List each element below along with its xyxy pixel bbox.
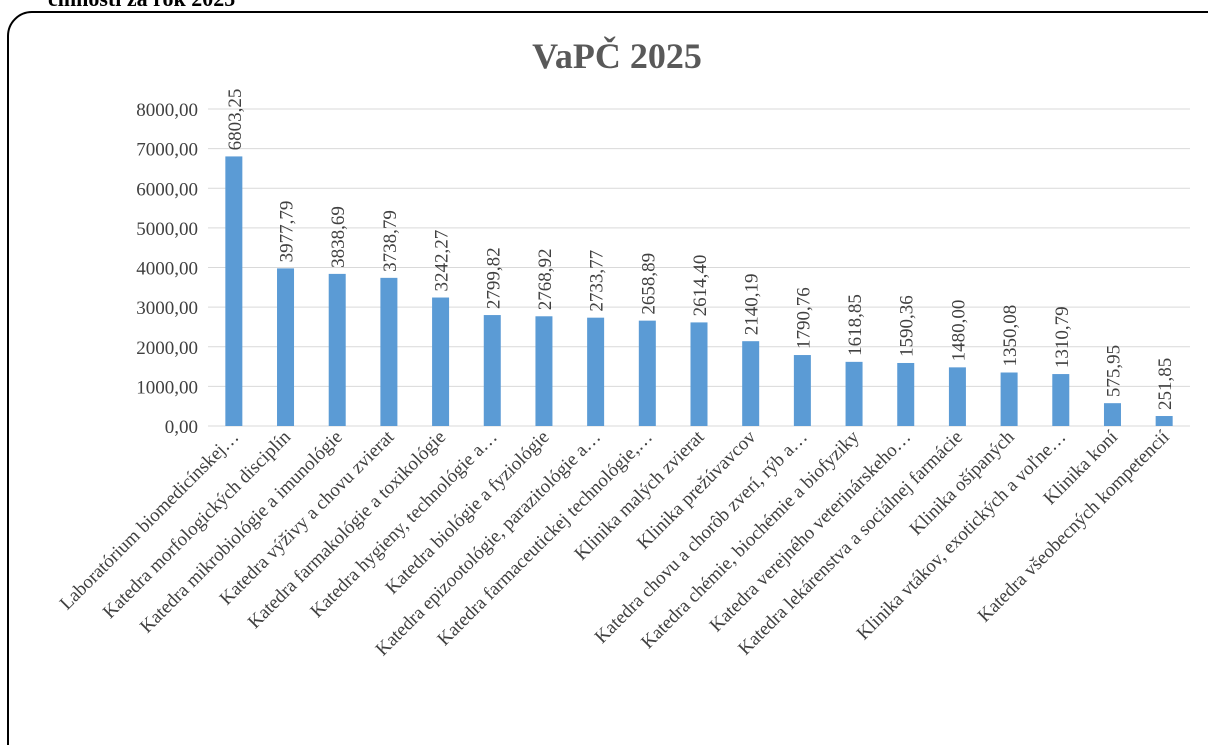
y-tick-label: 1000,00 xyxy=(136,377,198,398)
bar xyxy=(948,367,966,426)
data-label: 575,95 xyxy=(1103,345,1124,397)
chart-border xyxy=(7,11,1208,745)
data-label: 2614,40 xyxy=(690,255,711,317)
bar xyxy=(638,320,656,426)
bar xyxy=(845,361,863,426)
data-label: 1480,00 xyxy=(948,300,969,362)
y-tick-label: 5000,00 xyxy=(136,219,198,240)
data-label: 3242,27 xyxy=(432,230,453,292)
data-label: 2799,82 xyxy=(483,247,504,309)
data-label: 3838,69 xyxy=(328,206,349,268)
data-label: 2733,77 xyxy=(587,250,608,312)
bar xyxy=(1000,372,1018,426)
y-tick-label: 7000,00 xyxy=(136,140,198,161)
data-label: 2658,89 xyxy=(638,253,659,315)
data-label: 2140,19 xyxy=(742,273,763,335)
data-label: 1590,36 xyxy=(897,295,918,357)
data-label: 1618,85 xyxy=(845,294,866,356)
y-tick-label: 3000,00 xyxy=(136,298,198,319)
bar xyxy=(1155,416,1173,426)
data-label: 6803,25 xyxy=(225,89,246,151)
y-tick-label: 0,00 xyxy=(165,417,198,438)
data-label: 2768,92 xyxy=(535,249,556,311)
bar xyxy=(1103,403,1121,426)
page-heading: činnosti za rok 2025 xyxy=(48,0,235,11)
bar xyxy=(277,268,295,426)
bar xyxy=(483,315,501,426)
data-label: 1310,79 xyxy=(1052,306,1073,368)
bar xyxy=(535,316,553,426)
bar xyxy=(793,355,811,426)
data-label: 1350,08 xyxy=(1000,305,1021,367)
bar xyxy=(742,341,760,426)
data-label: 1790,76 xyxy=(793,287,814,349)
bar xyxy=(380,277,398,426)
chart-title: VaPČ 2025 xyxy=(532,36,702,76)
bar xyxy=(897,362,915,426)
data-label: 251,85 xyxy=(1155,358,1176,410)
bar xyxy=(328,273,346,426)
y-tick-label: 4000,00 xyxy=(136,259,198,280)
y-tick-label: 6000,00 xyxy=(136,179,198,200)
data-label: 3977,79 xyxy=(277,201,298,263)
bar xyxy=(690,322,708,426)
bar xyxy=(225,156,243,427)
y-tick-label: 2000,00 xyxy=(136,338,198,359)
y-tick-label: 8000,00 xyxy=(136,100,198,121)
bar xyxy=(432,297,450,426)
bar xyxy=(587,317,605,426)
bar xyxy=(1052,374,1070,426)
data-label: 3738,79 xyxy=(380,210,401,272)
